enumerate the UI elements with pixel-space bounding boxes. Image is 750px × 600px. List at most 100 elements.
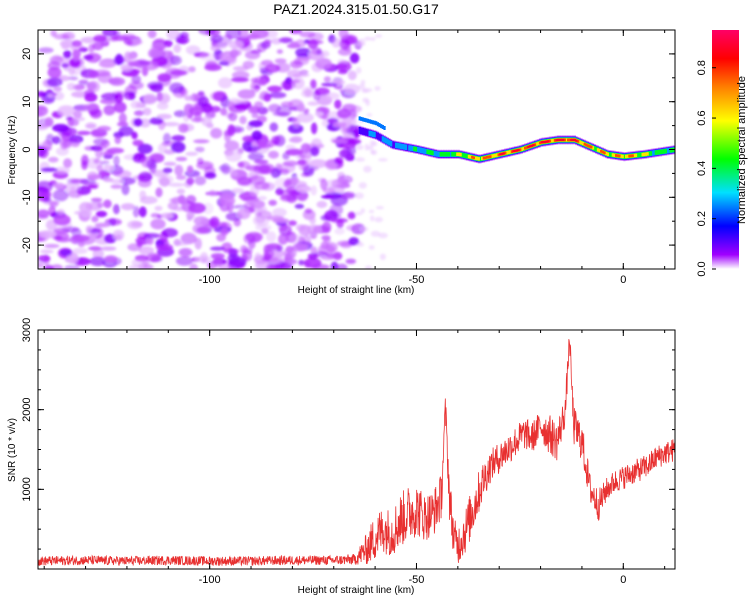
noise-blob (112, 229, 125, 241)
signal-cell (426, 149, 429, 154)
signal-cell (522, 146, 525, 151)
noise-blob (290, 177, 298, 186)
signal-cell (510, 150, 514, 153)
signal-cell (585, 143, 588, 147)
signal-cell (577, 140, 580, 143)
noise-blob (363, 165, 372, 173)
signal-cell (538, 141, 542, 145)
noise-blob (358, 38, 366, 45)
noise-blob (53, 214, 71, 226)
noise-blob (366, 113, 373, 117)
noise-blob (251, 130, 263, 141)
signal-cell (532, 144, 535, 147)
noise-blob (193, 216, 209, 226)
noise-blob (264, 63, 281, 73)
noise-blob (310, 185, 317, 196)
noise-blob (202, 202, 214, 215)
noise-blob (100, 92, 119, 101)
colorbar-ticks: 0.0 0.2 0.4 0.6 0.8 (696, 60, 716, 277)
noise-blob (178, 247, 193, 257)
noise-blob (46, 77, 63, 87)
noise-blob (156, 113, 172, 120)
noise-blob (163, 161, 177, 166)
noise-blob (94, 222, 111, 228)
noise-blob (300, 143, 311, 154)
signal-cell (457, 152, 461, 156)
noise-blob (173, 241, 189, 246)
signal-cell (461, 152, 464, 158)
signal-cell (462, 153, 466, 158)
noise-blob (180, 232, 197, 245)
noise-blob (309, 216, 316, 225)
signal-cell (595, 147, 598, 152)
noise-blob (46, 93, 54, 99)
noise-blob (127, 61, 140, 67)
noise-blob (272, 218, 290, 224)
spectrogram-panel: -100 -50 0 20 10 0 -10 -20 Height of straight l… (7, 29, 676, 296)
noise-blob (136, 240, 144, 248)
signal-cell (398, 143, 401, 149)
signal-cell (540, 141, 543, 144)
noise-blob (173, 44, 182, 53)
signal-cell (601, 150, 605, 154)
signal-cell (383, 137, 386, 143)
noise-blob (196, 226, 210, 234)
noise-blob (227, 124, 236, 136)
signal-cell (663, 149, 666, 154)
signal-cell (514, 149, 517, 152)
signal-cell (486, 155, 489, 159)
signal-cell (497, 153, 500, 157)
spectrogram-marks (38, 30, 675, 269)
noise-blob (80, 209, 93, 218)
signal-cell (490, 154, 494, 158)
signal-cell (368, 130, 371, 136)
noise-blob (68, 68, 75, 76)
y-tick-label: 20 (21, 48, 33, 60)
noise-blob (171, 196, 189, 205)
noise-blob (97, 143, 107, 152)
noise-blob (90, 197, 103, 203)
noise-blob (331, 139, 349, 144)
noise-blob (57, 105, 76, 117)
signal-cell (636, 152, 639, 158)
signal-cell (363, 128, 366, 136)
signal-cell (629, 154, 633, 158)
signal-cell (624, 154, 628, 159)
signal-cell (641, 152, 644, 157)
signal-cell (548, 139, 552, 143)
noise-blob (150, 43, 167, 50)
noise-blob (279, 224, 292, 236)
signal-cell (385, 138, 388, 144)
signal-cell (661, 149, 664, 154)
noise-blob (133, 118, 143, 127)
noise-blob (56, 209, 65, 216)
signal-cell (386, 139, 389, 145)
signal-cell (509, 150, 512, 154)
signal-cell (433, 150, 436, 157)
noise-blob (149, 117, 164, 125)
noise-blob (120, 203, 135, 211)
noise-blob (332, 122, 347, 128)
noise-blob (278, 37, 293, 44)
noise-blob (297, 112, 314, 123)
noise-blob (306, 224, 322, 235)
noise-blob (114, 135, 122, 145)
noise-blob (283, 247, 297, 259)
noise-blob (44, 243, 60, 249)
noise-blob (62, 140, 72, 149)
noise-blob (256, 205, 268, 213)
signal-cell (524, 146, 527, 150)
noise-blob (272, 111, 290, 117)
signal-cell (575, 139, 578, 142)
noise-blob (117, 121, 129, 127)
noise-blob (288, 220, 297, 226)
noise-blob (160, 212, 174, 219)
signal-cell (654, 150, 657, 155)
noise-blob (157, 73, 172, 82)
noise-blob (98, 169, 110, 180)
noise-blob (292, 73, 310, 78)
noise-blob (38, 261, 45, 269)
noise-blob (335, 63, 348, 70)
noise-blob (184, 95, 194, 101)
noise-blob (234, 127, 242, 133)
